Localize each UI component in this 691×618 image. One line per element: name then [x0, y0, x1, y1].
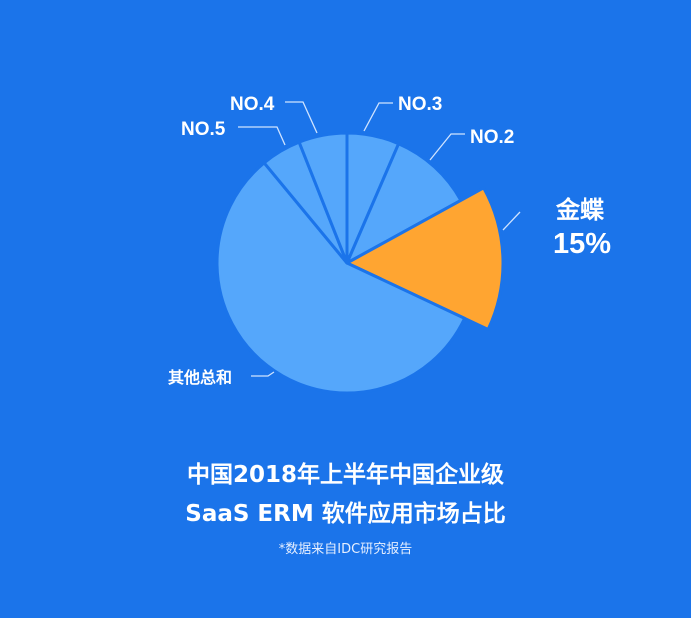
label-others: 其他总和 — [168, 368, 232, 387]
label-no5: NO.5 — [181, 119, 226, 140]
leader-line-2 — [502, 211, 521, 231]
source-note: *数据来自IDC研究报告 — [278, 542, 413, 557]
chart-subtitle: SaaS ERM 软件应用市场占比 — [185, 501, 506, 527]
leader-line-0 — [363, 102, 393, 132]
label-kingdee-percent: 15% — [553, 228, 611, 260]
label-no3: NO.3 — [398, 94, 442, 115]
pie-slice-1 — [345, 142, 463, 265]
leader-line-5 — [285, 101, 318, 134]
leader-line-1 — [429, 133, 465, 161]
pie-slice-5 — [297, 131, 349, 265]
leader-line-4 — [238, 126, 286, 146]
pie-slice-2 — [345, 186, 505, 331]
label-kingdee: 金蝶 — [555, 196, 605, 224]
chart-title: 中国2018年上半年中国企业级 — [186, 462, 504, 488]
leader-line-3 — [251, 371, 275, 377]
label-no4: NO.4 — [230, 94, 275, 115]
pie-slice-3 — [215, 161, 467, 395]
label-no2: NO.2 — [470, 127, 514, 148]
